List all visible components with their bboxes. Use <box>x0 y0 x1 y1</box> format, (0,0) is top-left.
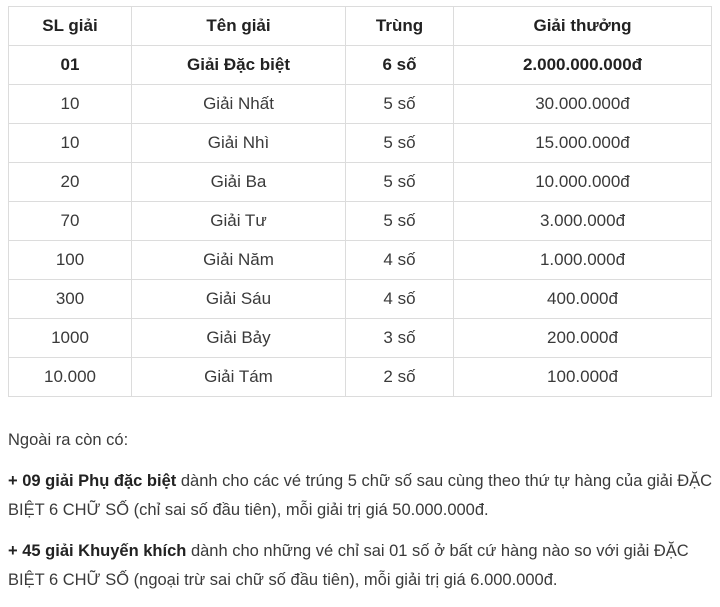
table-row: 20 Giải Ba 5 số 10.000.000đ <box>8 162 712 202</box>
cell-prize-value: 10.000.000đ <box>453 162 712 202</box>
notes: Ngoài ra còn có: + 09 giải Phụ đặc biệt … <box>8 426 714 607</box>
cell-match: 5 số <box>345 123 454 163</box>
cell-match: 3 số <box>345 318 454 358</box>
header-quantity: SL giải <box>8 6 132 46</box>
table-row: 300 Giải Sáu 4 số 400.000đ <box>8 279 712 319</box>
table-row: 01 Giải Đặc biệt 6 số 2.000.000.000đ <box>8 45 712 85</box>
cell-prize-name: Giải Nhì <box>131 123 346 163</box>
cell-prize-value: 15.000.000đ <box>453 123 712 163</box>
header-match: Trùng <box>345 6 454 46</box>
header-prize-name: Tên giải <box>131 6 346 46</box>
cell-prize-name: Giải Sáu <box>131 279 346 319</box>
cell-prize-value: 400.000đ <box>453 279 712 319</box>
note-sub-special-text: dành cho các vé trúng 5 chữ số sau cùng … <box>8 472 713 519</box>
note-consolation: + 45 giải Khuyến khích dành cho những vé… <box>8 537 714 595</box>
cell-quantity: 10 <box>8 123 132 163</box>
header-prize-value: Giải thưởng <box>453 6 712 46</box>
cell-match: 5 số <box>345 162 454 202</box>
cell-prize-value: 30.000.000đ <box>453 84 712 124</box>
cell-prize-value: 200.000đ <box>453 318 712 358</box>
cell-quantity: 1000 <box>8 318 132 358</box>
notes-intro: Ngoài ra còn có: <box>8 431 129 449</box>
cell-prize-name: Giải Đặc biệt <box>131 45 346 85</box>
cell-quantity: 20 <box>8 162 132 202</box>
cell-match: 2 số <box>345 357 454 397</box>
cell-prize-value: 2.000.000.000đ <box>453 45 712 85</box>
note-sub-special-title: + 09 giải Phụ đặc biệt <box>8 472 177 490</box>
cell-prize-value: 100.000đ <box>453 357 712 397</box>
cell-quantity: 100 <box>8 240 132 280</box>
note-consolation-title: + 45 giải Khuyến khích <box>8 542 187 560</box>
table-row: 1000 Giải Bảy 3 số 200.000đ <box>8 318 712 358</box>
cell-quantity: 70 <box>8 201 132 241</box>
cell-quantity: 300 <box>8 279 132 319</box>
cell-quantity: 10.000 <box>8 357 132 397</box>
table-row: 70 Giải Tư 5 số 3.000.000đ <box>8 201 712 241</box>
table-header: SL giải Tên giải Trùng Giải thưởng <box>8 6 712 46</box>
cell-prize-name: Giải Tám <box>131 357 346 397</box>
cell-match: 4 số <box>345 279 454 319</box>
cell-quantity: 10 <box>8 84 132 124</box>
table-row: 10.000 Giải Tám 2 số 100.000đ <box>8 357 712 397</box>
table-row: 10 Giải Nhì 5 số 15.000.000đ <box>8 123 712 163</box>
cell-prize-value: 1.000.000đ <box>453 240 712 280</box>
cell-prize-name: Giải Tư <box>131 201 346 241</box>
cell-prize-name: Giải Năm <box>131 240 346 280</box>
cell-prize-name: Giải Nhất <box>131 84 346 124</box>
cell-prize-value: 3.000.000đ <box>453 201 712 241</box>
cell-match: 6 số <box>345 45 454 85</box>
cell-quantity: 01 <box>8 45 132 85</box>
cell-match: 5 số <box>345 201 454 241</box>
cell-match: 4 số <box>345 240 454 280</box>
table-row: 100 Giải Năm 4 số 1.000.000đ <box>8 240 712 280</box>
prize-table: SL giải Tên giải Trùng Giải thưởng 01 Giả… <box>8 6 712 397</box>
note-sub-special: + 09 giải Phụ đặc biệt dành cho các vé t… <box>8 467 714 525</box>
cell-prize-name: Giải Bảy <box>131 318 346 358</box>
table-row: 10 Giải Nhất 5 số 30.000.000đ <box>8 84 712 124</box>
cell-match: 5 số <box>345 84 454 124</box>
note-consolation-text: dành cho những vé chỉ sai 01 số ở bất cứ… <box>8 542 689 589</box>
cell-prize-name: Giải Ba <box>131 162 346 202</box>
